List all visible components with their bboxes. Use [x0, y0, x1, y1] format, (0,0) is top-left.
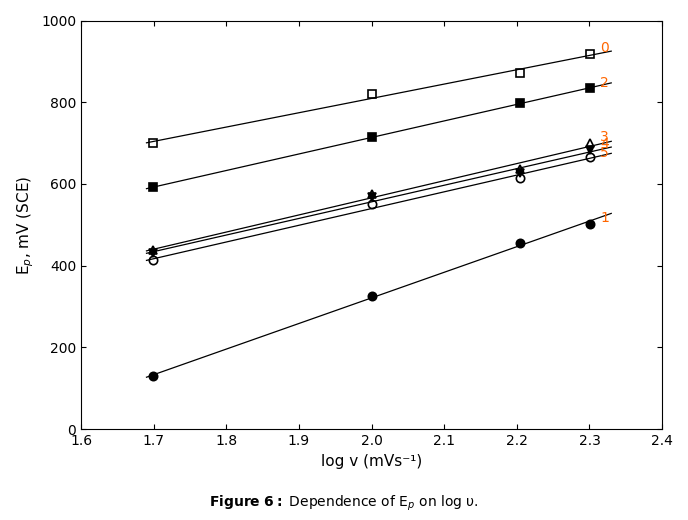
- Text: 4: 4: [601, 137, 609, 151]
- Text: 2: 2: [601, 75, 609, 89]
- Text: 1: 1: [601, 211, 609, 225]
- Text: 3: 3: [601, 130, 609, 144]
- Text: 0: 0: [601, 41, 609, 55]
- Y-axis label: E$_p$, mV (SCE): E$_p$, mV (SCE): [15, 175, 36, 275]
- X-axis label: log v (mVs⁻¹): log v (mVs⁻¹): [321, 453, 422, 469]
- Text: 5: 5: [601, 146, 609, 160]
- Text: $\mathbf{Figure\ 6:}$ Dependence of E$_p$ on log υ.: $\mathbf{Figure\ 6:}$ Dependence of E$_p…: [209, 494, 479, 513]
